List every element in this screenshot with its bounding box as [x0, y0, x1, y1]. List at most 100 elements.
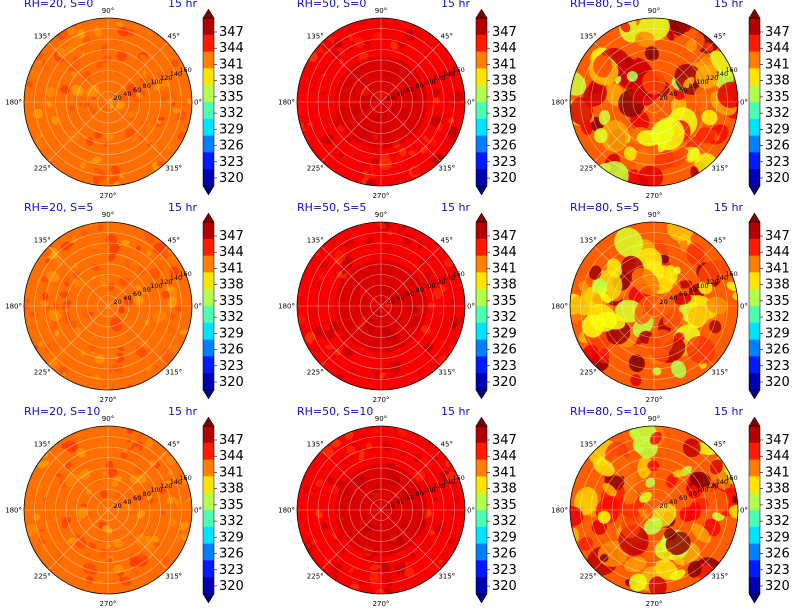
radial-tick-label: 100 — [150, 282, 162, 290]
colorbar-segment — [749, 426, 760, 444]
radial-tick-label: 140 — [443, 70, 455, 78]
angle-tick-label: 180° — [278, 507, 295, 515]
angle-tick-label: 90° — [102, 211, 114, 219]
colorbar-segment — [476, 560, 487, 578]
colorbar-tick-label: 326 — [492, 343, 517, 358]
colorbar-tick-label: 326 — [492, 139, 517, 154]
colorbar-tick-label: 338 — [765, 278, 790, 293]
radial-tick-label: 80 — [689, 490, 697, 498]
colorbar-tick-label: 341 — [492, 57, 517, 72]
radial-tick-label: 60 — [133, 86, 141, 94]
radial-tick-label: 100 — [696, 78, 708, 86]
colorbar-segment — [749, 135, 760, 153]
colorbar-tick-label: 320 — [765, 375, 790, 390]
colorbar-tick-label: 341 — [219, 57, 244, 72]
colorbar-tick-label: 320 — [765, 171, 790, 186]
colorbar-tick-label: 344 — [765, 41, 790, 56]
angle-tick-label: 180° — [551, 303, 568, 311]
colorbar-tick-label: 329 — [765, 530, 790, 545]
radial-tick-label: 60 — [133, 290, 141, 298]
colorbar-segment — [749, 306, 760, 324]
colorbar-segment — [476, 356, 487, 374]
angle-tick-label: 135° — [34, 441, 51, 449]
radial-tick-label: 40 — [669, 90, 677, 98]
colorbar-segment — [749, 560, 760, 578]
angular-grid-line — [48, 450, 109, 511]
radial-tick-label: 100 — [423, 282, 435, 290]
angular-grid-line — [594, 509, 655, 570]
radial-tick-label: 140 — [170, 274, 182, 282]
colorbar-segment — [203, 102, 214, 120]
colorbar-segment — [203, 306, 214, 324]
radial-tick-label: 80 — [416, 490, 424, 498]
colorbar-tick-label: 332 — [492, 310, 517, 325]
radial-tick-label: 20 — [114, 298, 122, 306]
colorbar-segment — [203, 459, 214, 477]
colorbar-tick-label: 326 — [219, 547, 244, 562]
angle-tick-label: 315° — [711, 572, 728, 580]
angle-tick-label: 0° — [194, 303, 202, 311]
radial-tick-label: 20 — [660, 94, 668, 102]
angular-grid-line — [48, 42, 109, 103]
colorbar-segment — [476, 85, 487, 103]
radial-tick-label: 160 — [179, 66, 191, 74]
angle-tick-label: 315° — [438, 164, 455, 172]
radial-tick-label: 60 — [406, 290, 414, 298]
angular-grid-line — [653, 246, 714, 307]
angle-tick-label: 135° — [34, 237, 51, 245]
colorbar-segment — [476, 373, 487, 391]
colorbar-tick-label: 332 — [219, 106, 244, 121]
colorbar-segment — [749, 118, 760, 137]
angular-grid-line — [321, 450, 382, 511]
panel-time-label: 15 hr — [441, 0, 470, 10]
radial-tick-label: 80 — [143, 490, 151, 498]
colorbar-tick-label: 332 — [765, 514, 790, 529]
radial-tick-label: 20 — [114, 502, 122, 510]
colorbar-tick-label: 320 — [492, 579, 517, 594]
colorbar-outline — [748, 221, 761, 391]
colorbar-segment — [476, 442, 487, 461]
colorbar-tick-label: 347 — [765, 25, 790, 40]
colorbar-tick-label: 335 — [219, 294, 244, 309]
angle-tick-label: 315° — [438, 368, 455, 376]
angle-tick-label: 225° — [307, 164, 324, 172]
colorbar-segment — [203, 85, 214, 103]
radial-tick-label: 120 — [433, 74, 445, 82]
colorbar-extend-max — [748, 8, 761, 19]
radial-tick-label: 60 — [406, 494, 414, 502]
angle-tick-label: 135° — [307, 237, 324, 245]
colorbar-tick-label: 341 — [492, 465, 517, 480]
colorbar-segment — [203, 426, 214, 444]
angle-tick-label: 225° — [580, 164, 597, 172]
polar-outline — [23, 17, 193, 187]
colorbar-tick-label: 344 — [219, 245, 244, 260]
colorbar-tick-label: 335 — [219, 90, 244, 105]
colorbar-segment — [749, 85, 760, 103]
colorbar-tick-label: 326 — [765, 547, 790, 562]
colorbar-extend-min — [202, 593, 215, 604]
angle-tick-label: 0° — [467, 99, 475, 107]
angle-tick-label: 225° — [580, 368, 597, 376]
radial-tick-label: 120 — [706, 482, 718, 490]
colorbar-segment — [749, 577, 760, 595]
panel-time-label: 15 hr — [714, 405, 743, 418]
colorbar-tick-label: 338 — [492, 482, 517, 497]
colorbar-tick-label: 320 — [765, 579, 790, 594]
colorbar-segment — [476, 322, 487, 341]
colorbar-extend-min — [748, 389, 761, 400]
angle-tick-label: 315° — [165, 164, 182, 172]
angular-grid-line — [594, 450, 655, 511]
angular-grid-line — [653, 305, 714, 366]
colorbar-tick-label: 344 — [492, 449, 517, 464]
panel-time-label: 15 hr — [441, 405, 470, 418]
colorbar-outline — [202, 425, 215, 595]
angular-grid-line — [653, 509, 714, 570]
colorbar-segment — [749, 238, 760, 257]
colorbar-segment — [749, 526, 760, 545]
